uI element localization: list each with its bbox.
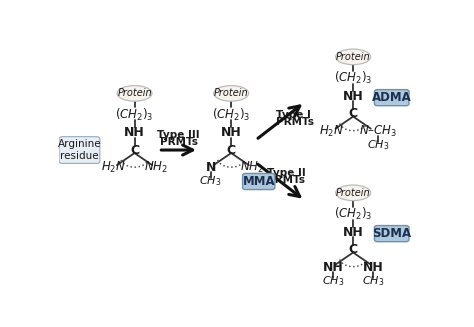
Text: $(CH_2)_3$: $(CH_2)_3$ [212,107,250,123]
Text: N: N [205,161,216,174]
Ellipse shape [214,86,249,101]
Text: C: C [130,144,139,157]
Text: $NH_2$: $NH_2$ [240,160,264,175]
Ellipse shape [336,185,371,201]
FancyBboxPatch shape [374,226,409,242]
Text: Type I: Type I [276,110,311,120]
Text: Arginine
residue: Arginine residue [58,139,101,161]
Text: $(CH_2)_3$: $(CH_2)_3$ [115,107,154,123]
FancyBboxPatch shape [374,90,409,106]
Text: Protein: Protein [214,88,248,98]
Text: $NH_2$: $NH_2$ [144,160,168,175]
Text: Type III: Type III [157,130,200,141]
Text: SDMA: SDMA [372,227,411,240]
Text: $CH_3$: $CH_3$ [322,275,344,288]
Text: $CH_3$: $CH_3$ [367,138,389,152]
Text: $(CH_2)_3$: $(CH_2)_3$ [334,70,373,86]
Text: Type II: Type II [267,168,306,178]
Text: NH: NH [343,226,364,239]
Text: Protein: Protein [336,52,371,62]
Ellipse shape [117,86,152,101]
Text: NH: NH [343,90,364,103]
Text: NH: NH [124,127,145,139]
Text: PRMTs: PRMTs [276,117,314,127]
Text: MMA: MMA [242,175,275,188]
Text: $H_2N$: $H_2N$ [101,160,126,175]
Text: C: C [348,107,358,120]
FancyBboxPatch shape [243,173,275,190]
Text: Protein: Protein [336,188,371,198]
Text: C: C [348,243,358,256]
FancyBboxPatch shape [59,137,100,164]
Text: NH: NH [363,261,384,274]
Text: NH: NH [221,127,242,139]
Text: C: C [227,144,236,157]
Text: NH: NH [322,261,343,274]
Text: PRMTs: PRMTs [267,175,305,185]
Text: $N$–$CH_3$: $N$–$CH_3$ [359,124,397,139]
Text: PRMTs: PRMTs [160,137,198,147]
Ellipse shape [336,49,371,65]
Text: $H_2N$: $H_2N$ [319,124,344,139]
Text: ADMA: ADMA [372,91,411,104]
Text: Protein: Protein [117,88,152,98]
Text: $CH_3$: $CH_3$ [200,175,222,188]
Text: $(CH_2)_3$: $(CH_2)_3$ [334,206,373,222]
Text: $CH_3$: $CH_3$ [362,275,384,288]
